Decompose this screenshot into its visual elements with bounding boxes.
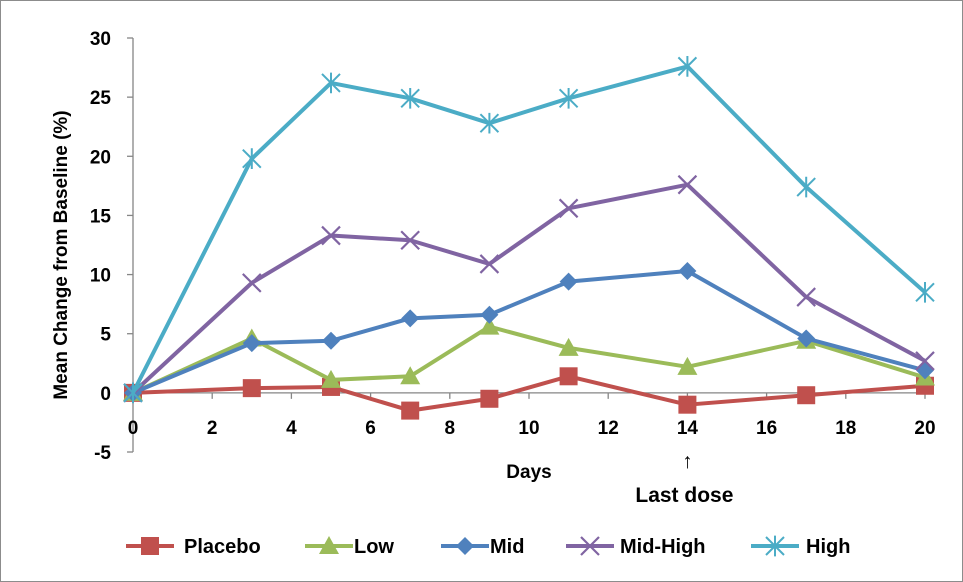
data-point — [480, 389, 499, 408]
x-tick-label: 4 — [286, 418, 297, 439]
legend-marker — [580, 536, 600, 556]
data-point — [479, 316, 500, 335]
x-tick-label: 0 — [128, 418, 139, 439]
data-point — [677, 356, 698, 375]
data-point — [401, 401, 420, 420]
legend-marker — [456, 537, 474, 555]
y-tick-label: 0 — [100, 384, 111, 405]
y-tick-label: -5 — [94, 443, 111, 464]
data-point — [321, 369, 341, 388]
data-point — [558, 337, 579, 356]
y-axis-label: Mean Change from Baseline (%) — [51, 110, 72, 399]
legend-label: Placebo — [184, 536, 261, 558]
data-point — [322, 331, 340, 350]
data-point — [558, 87, 579, 109]
last-dose-annotation: Last dose — [635, 484, 733, 507]
legend-label: Mid — [490, 536, 524, 558]
x-tick-label: 2 — [207, 418, 218, 439]
y-tick-label: 5 — [100, 325, 111, 346]
x-tick-label: 16 — [756, 418, 777, 439]
data-point — [401, 309, 420, 328]
legend-marker — [141, 537, 159, 555]
data-point — [242, 334, 261, 353]
legend-label: Low — [354, 536, 394, 558]
data-point — [242, 273, 262, 293]
legend-marker — [765, 535, 785, 557]
series-line — [131, 182, 926, 395]
data-point — [123, 382, 143, 404]
x-tick-label: 18 — [835, 418, 856, 439]
x-tick-label: 20 — [914, 418, 935, 439]
legend-label: High — [806, 536, 850, 558]
series-mid-high — [123, 174, 935, 403]
y-tick-label: 10 — [90, 266, 111, 287]
series-layer — [123, 56, 935, 420]
data-point — [480, 305, 499, 324]
data-point — [479, 112, 500, 134]
data-point — [559, 272, 578, 291]
y-tick-label: 20 — [90, 147, 111, 168]
data-point — [242, 379, 261, 398]
legend-item: Low — [305, 536, 394, 558]
x-tick-label: 14 — [677, 418, 699, 439]
legend-item: Mid — [441, 536, 524, 558]
data-point — [796, 287, 816, 307]
data-point — [678, 395, 697, 414]
legend-marker — [319, 536, 339, 554]
data-point — [321, 72, 341, 94]
data-point — [400, 366, 421, 385]
data-point — [915, 351, 935, 371]
data-point — [796, 176, 816, 198]
data-point — [558, 198, 579, 219]
legend-item: High — [751, 535, 850, 558]
y-tick-label: 30 — [90, 29, 111, 50]
legend-item: Placebo — [126, 536, 261, 558]
y-tick-label: 25 — [90, 88, 112, 109]
data-point — [559, 367, 578, 386]
data-point — [321, 225, 341, 246]
x-tick-label: 10 — [518, 418, 539, 439]
data-point — [678, 262, 697, 281]
x-axis-label: Days — [506, 462, 551, 483]
data-point — [677, 174, 698, 195]
data-point — [242, 148, 262, 170]
legend-label: Mid-High — [620, 536, 706, 558]
data-point — [797, 386, 816, 405]
data-point — [479, 254, 500, 274]
data-point — [915, 281, 935, 303]
last-dose-arrow-icon: ↑ — [682, 450, 693, 473]
data-point — [677, 56, 698, 77]
x-tick-label: 12 — [598, 418, 619, 439]
series-high — [123, 56, 935, 404]
data-point — [400, 87, 420, 109]
x-tick-label: 6 — [365, 418, 376, 439]
legend-item: Mid-High — [566, 536, 706, 558]
y-tick-label: 15 — [90, 206, 112, 227]
data-point — [797, 329, 816, 348]
x-tick-label: 8 — [445, 418, 456, 439]
data-point — [400, 230, 420, 251]
legend: Placebo Low Mid Mid-High High — [126, 535, 850, 558]
